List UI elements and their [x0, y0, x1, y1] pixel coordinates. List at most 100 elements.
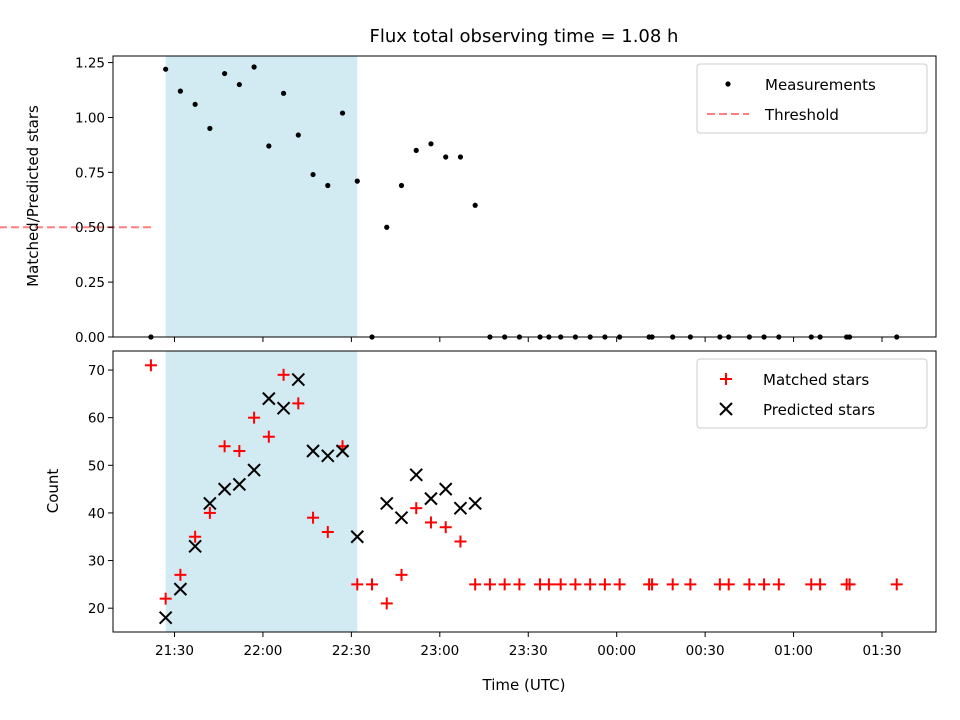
- legend-label-predicted: Predicted stars: [763, 401, 875, 419]
- predicted-star-point: [394, 510, 409, 525]
- predicted-star-point: [453, 501, 468, 515]
- legend-marker-predicted: [719, 402, 733, 416]
- measurement-point: [280, 90, 287, 96]
- matched-star-point: [439, 521, 452, 534]
- matched-star-point: [554, 578, 567, 591]
- matched-star-point: [424, 516, 437, 529]
- y-tick-label: 0.75: [75, 165, 105, 181]
- matched-star-point: [666, 578, 679, 591]
- observing-span-bottom: [165, 351, 358, 632]
- matched-star-point: [174, 568, 187, 581]
- predicted-star-point: [188, 539, 202, 553]
- predicted-star-point: [173, 582, 188, 596]
- measurement-point: [222, 70, 228, 77]
- measurement-point: [413, 147, 419, 153]
- y-tick-label: 0.00: [75, 330, 105, 346]
- predicted-star-point: [262, 391, 276, 406]
- measurements-panel: 0.00 0.25 0.50 0.75 1.00 1.25 Matched/Predict…: [0, 55, 937, 346]
- top-legend: Measurements Threshold: [696, 63, 928, 134]
- predicted-star-point: [232, 477, 247, 492]
- measurement-point: [236, 81, 242, 88]
- matched-star-point: [613, 578, 626, 591]
- matched-star-point: [248, 411, 261, 424]
- matched-star-point: [277, 368, 290, 381]
- matched-star-point: [684, 578, 697, 591]
- measurement-point: [207, 125, 213, 132]
- predicted-star-point: [350, 530, 364, 544]
- measurement-point: [443, 154, 449, 160]
- predicted-star-points: [158, 372, 482, 625]
- measurement-point: [192, 101, 198, 107]
- bottom-legend: Matched stars Predicted stars: [696, 358, 928, 429]
- predicted-star-point: [424, 491, 438, 506]
- matched-star-point: [598, 578, 611, 591]
- top-legend-frame: [696, 63, 928, 134]
- matched-star-point: [292, 397, 305, 410]
- predicted-star-point: [158, 611, 173, 625]
- x-tick-label: 00:00: [597, 643, 636, 659]
- y-tick-label: 1.00: [75, 110, 105, 126]
- chart-title: Flux total observing time = 1.08 h: [370, 26, 679, 47]
- matched-star-point: [498, 578, 511, 591]
- matched-star-point: [843, 578, 856, 591]
- matched-star-point: [890, 578, 903, 591]
- matched-star-point: [366, 578, 379, 591]
- bottom-legend-frame: [696, 358, 928, 429]
- measurement-point: [251, 64, 257, 70]
- matched-star-point: [646, 578, 659, 591]
- predicted-star-point: [306, 444, 320, 458]
- measurement-point: [428, 141, 434, 147]
- y-tick-label: 0.25: [75, 275, 105, 291]
- matched-star-point: [722, 578, 735, 591]
- y-tick-label: 1.25: [75, 56, 105, 72]
- predicted-star-point: [468, 496, 482, 511]
- measurement-point: [266, 143, 272, 149]
- predicted-star-point: [291, 372, 306, 387]
- matched-star-point: [380, 597, 393, 610]
- matched-star-point: [262, 430, 275, 443]
- matched-star-point: [584, 578, 597, 591]
- predicted-star-point: [203, 496, 217, 511]
- matched-star-point: [542, 578, 555, 591]
- top-y-ticks: 0.00 0.25 0.50 0.75 1.00 1.25: [75, 56, 113, 346]
- top-axes-frame: [112, 55, 937, 338]
- y-tick-label: 50: [88, 458, 105, 474]
- bottom-y-ticks: 20 30 40 50 60 70: [88, 363, 113, 617]
- legend-marker-measurements: [725, 81, 731, 87]
- measurement-point: [163, 66, 169, 72]
- matched-star-point: [159, 592, 172, 605]
- matched-star-point: [189, 530, 202, 543]
- matched-star-point: [454, 535, 467, 548]
- matched-star-point: [469, 578, 482, 591]
- measurement-point: [384, 224, 390, 230]
- y-tick-label: 70: [88, 363, 105, 379]
- x-tick-label: 22:30: [332, 643, 371, 659]
- matched-star-point: [513, 578, 526, 591]
- matched-star-point: [772, 578, 785, 591]
- measurement-point: [295, 132, 301, 138]
- predicted-star-point: [276, 401, 291, 415]
- y-tick-label: 0.50: [75, 220, 105, 236]
- measurement-point: [354, 178, 360, 184]
- predicted-star-point: [247, 463, 261, 477]
- matched-star-point: [203, 506, 216, 519]
- matched-star-point: [569, 578, 582, 591]
- legend-label-threshold: Threshold: [764, 106, 839, 124]
- y-tick-label: 30: [88, 554, 105, 570]
- counts-panel: 20 30 40 50 60 70 21:30 22:00 22:30 23:00 23:30 00…: [44, 350, 937, 694]
- predicted-star-point: [321, 449, 335, 463]
- legend-label-matched: Matched stars: [763, 371, 869, 389]
- y-tick-label: 20: [88, 601, 105, 617]
- matched-star-point: [351, 578, 364, 591]
- x-tick-label: 01:30: [863, 643, 902, 659]
- legend-label-measurements: Measurements: [765, 76, 876, 94]
- matched-star-point: [395, 568, 408, 581]
- matched-star-point: [233, 445, 246, 458]
- bottom-axes-frame: [112, 350, 937, 633]
- predicted-star-point: [217, 482, 232, 496]
- bottom-x-ticks: 21:30 22:00 22:30 23:00 23:30 00:00 00:30 01:00…: [155, 632, 901, 659]
- x-tick-label: 01:00: [774, 643, 813, 659]
- x-axis-label: Time (UTC): [482, 676, 566, 694]
- predicted-star-point: [439, 482, 453, 496]
- matched-star-point: [743, 578, 756, 591]
